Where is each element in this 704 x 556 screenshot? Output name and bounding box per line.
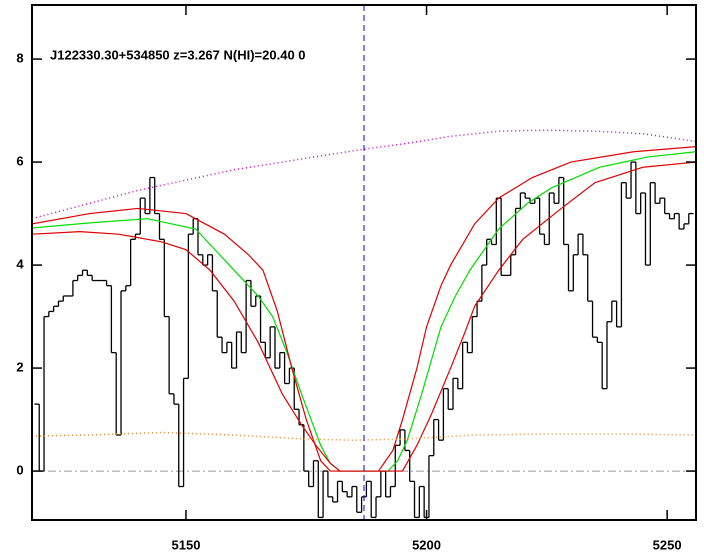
x-tick-label: 5250 (653, 537, 682, 552)
y-tick-label: 0 (16, 463, 23, 478)
y-tick-label: 4 (16, 257, 24, 272)
annotation: J122330.30+534850 z=3.267 N(HI)=20.40 0 (50, 47, 306, 62)
x-tick-label: 5200 (412, 537, 441, 552)
axes-frame (31, 4, 697, 521)
model-curve (32, 161, 696, 472)
x-tick-label: 5150 (172, 537, 201, 552)
plot-area (32, 5, 696, 520)
y-tick-label: 8 (16, 51, 23, 66)
y-tick-label: 6 (16, 154, 23, 169)
y-tick-label: 2 (16, 360, 23, 375)
